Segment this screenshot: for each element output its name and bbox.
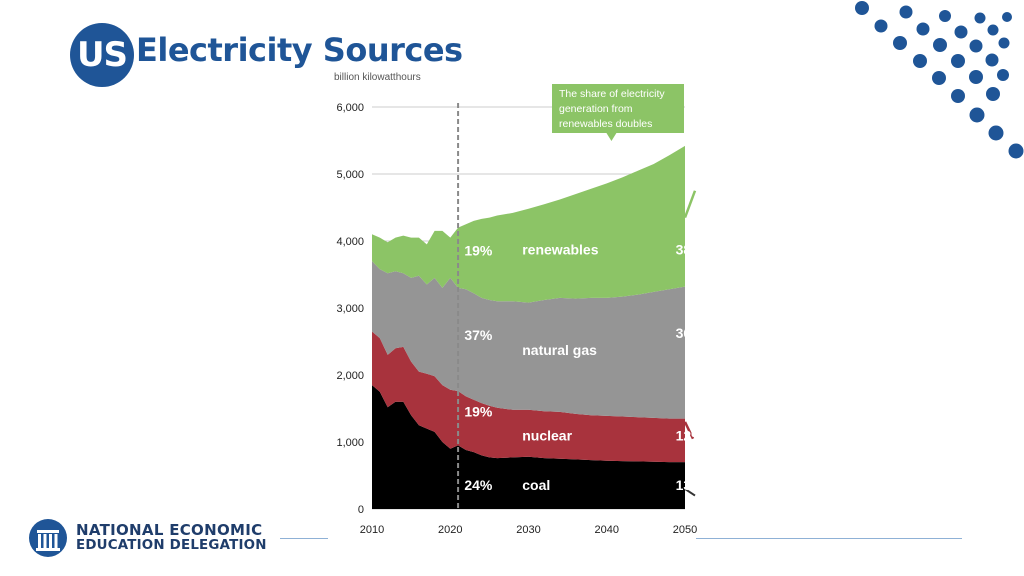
- series-label: natural gas: [522, 342, 597, 358]
- chart-extras: [457, 103, 697, 509]
- organization-name-line2: EDUCATION DELEGATION: [76, 538, 267, 553]
- callout-pointer: [606, 133, 617, 141]
- series-label: coal: [522, 477, 550, 493]
- area-coal: [372, 385, 685, 509]
- y-axis-unit-label: billion kilowatthours: [334, 72, 421, 83]
- y-tick-label: 0: [358, 504, 364, 516]
- organization-logo: NATIONAL ECONOMIC EDUCATION DELEGATION: [28, 518, 267, 558]
- series-label: nuclear: [522, 428, 572, 444]
- footer-divider-right: [696, 538, 962, 539]
- end-share-label: 36%: [676, 325, 700, 341]
- renewables-leader-line: [683, 190, 697, 218]
- end-share-label: 12%: [676, 428, 700, 444]
- x-axis-ticks: 2010 2020 2030 2040 2050: [360, 524, 697, 536]
- y-axis-ticks: 0 1,000 2,000 3,000 4,000 5,000 6,000: [336, 102, 364, 516]
- callout-text-line: generation from: [559, 103, 633, 115]
- callout-text-line: The share of electricity: [559, 88, 665, 100]
- y-tick-label: 3,000: [336, 303, 364, 315]
- area-natural-gas: [372, 261, 685, 419]
- callout-box: [552, 84, 684, 133]
- column-icon: [29, 519, 67, 557]
- series-labels: renewables natural gas nuclear coal 19% 37% 19…: [464, 241, 700, 493]
- organization-name: NATIONAL ECONOMIC EDUCATION DELEGATION: [76, 521, 267, 554]
- x-tick-label: 2020: [438, 524, 462, 536]
- start-share-label: 24%: [464, 477, 493, 493]
- y-tick-label: 2,000: [336, 370, 364, 382]
- y-tick-label: 1,000: [336, 437, 364, 449]
- series-label: renewables: [522, 241, 598, 257]
- y-tick-label: 6,000: [336, 102, 364, 114]
- end-share-label: 13%: [676, 477, 700, 493]
- electricity-sources-chart: billion kilowatthours 0 1,000 2,000 3,000 4,…: [334, 72, 700, 536]
- callout: The share of electricity generation from r…: [552, 84, 684, 141]
- start-share-label: 19%: [464, 243, 493, 259]
- nuclear-leader-line: [683, 421, 695, 440]
- us-badge: US: [70, 23, 134, 87]
- area-nuclear: [372, 331, 685, 463]
- organization-name-line1: NATIONAL ECONOMIC: [76, 521, 263, 539]
- start-share-label: 37%: [464, 327, 493, 343]
- slide-title: US Electricity Sources: [70, 23, 463, 87]
- footer-divider-left: [280, 538, 328, 539]
- end-share-label: 38%: [676, 241, 700, 257]
- x-tick-label: 2040: [595, 524, 619, 536]
- y-tick-label: 4,000: [336, 236, 364, 248]
- stacked-areas: [372, 145, 685, 509]
- callout-text-line: renewables doubles: [559, 118, 652, 130]
- coal-leader-line: [684, 488, 696, 497]
- x-tick-label: 2010: [360, 524, 384, 536]
- x-tick-label: 2050: [673, 524, 697, 536]
- start-share-label: 19%: [464, 404, 493, 420]
- slide-title-text: Electricity Sources: [136, 31, 463, 69]
- decorative-dot-pattern: [855, 1, 1024, 159]
- area-renewables: [372, 145, 685, 303]
- y-tick-label: 5,000: [336, 169, 364, 181]
- x-tick-label: 2030: [516, 524, 540, 536]
